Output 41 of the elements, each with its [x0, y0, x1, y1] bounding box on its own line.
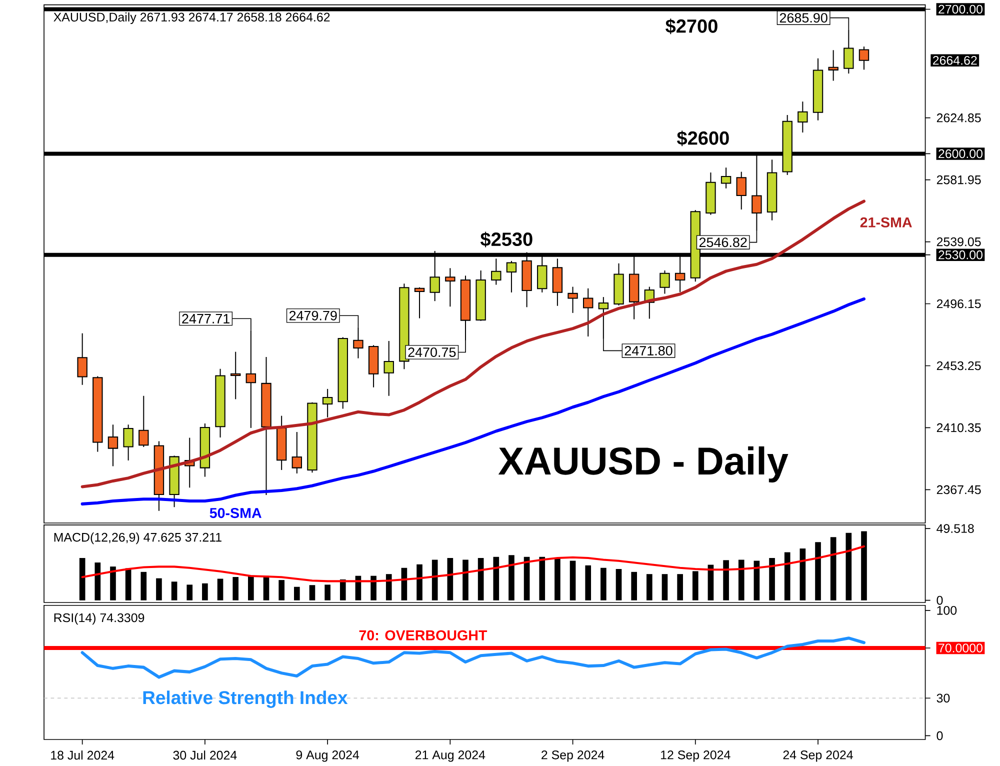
text: MACD(12,26,9) 47.625 37.211	[54, 532, 222, 544]
y-tick-label: 2581.95	[936, 175, 981, 184]
x-tick-label: 18 Jul 2024	[51, 750, 114, 760]
annotation: 2470.75	[408, 347, 456, 357]
y-tick-label: 2600.00	[938, 149, 983, 158]
annotation: 2546.82	[699, 237, 747, 247]
y-tick-label: 2530.00	[938, 250, 983, 260]
y-tick-label: 2453.25	[936, 361, 981, 370]
text: XAUUSD,Daily 2671.93 2674.17 2658.18 2664.62	[54, 12, 330, 24]
ref-line-label: 70: OVERBOUGHT	[359, 630, 488, 640]
ref-line-label: $2700	[666, 18, 718, 34]
x-tick-label: 2 Sep 2024	[542, 750, 604, 762]
ref-line-label: $2600	[677, 130, 729, 146]
annotation: Relative Strength Index	[143, 690, 348, 708]
x-tick-label: 9 Aug 2024	[296, 750, 360, 762]
y-tick-label: 2624.85	[936, 113, 981, 122]
ref-line-label: $2530	[480, 232, 532, 248]
x-tick-label: 12 Sep 2024	[661, 750, 730, 762]
y-tick-label: 2410.35	[936, 423, 981, 432]
x-tick-label: 21 Aug 2024	[415, 750, 486, 762]
text: RSI(14) 74.3309	[54, 612, 144, 624]
y-tick-label: 2700.00	[938, 4, 983, 14]
text: 2664.62	[932, 56, 977, 65]
y-tick-label: 49.518	[936, 524, 974, 533]
y-tick-label: 2367.45	[936, 485, 981, 494]
y-tick-label: 70.0000	[938, 643, 983, 652]
text: XAUUSD - Daily	[498, 446, 788, 482]
y-tick-label: 2496.15	[936, 299, 981, 308]
annotation: 2477.71	[182, 314, 230, 324]
y-tick-label: 30	[936, 694, 950, 702]
series-label: 50-SMA	[210, 508, 262, 518]
y-tick-label: 0	[936, 596, 943, 605]
annotation: 2471.80	[624, 346, 672, 356]
annotation: 2685.90	[780, 12, 828, 22]
series-label: 21-SMA	[860, 217, 912, 228]
x-tick-label: 30 Jul 2024	[173, 750, 237, 760]
y-tick-label: 0	[936, 731, 943, 740]
y-tick-label: 100	[937, 606, 957, 615]
x-tick-label: 24 Sep 2024	[783, 750, 853, 762]
annotation: 2479.79	[289, 310, 337, 320]
y-tick-label: 2539.05	[936, 237, 981, 246]
